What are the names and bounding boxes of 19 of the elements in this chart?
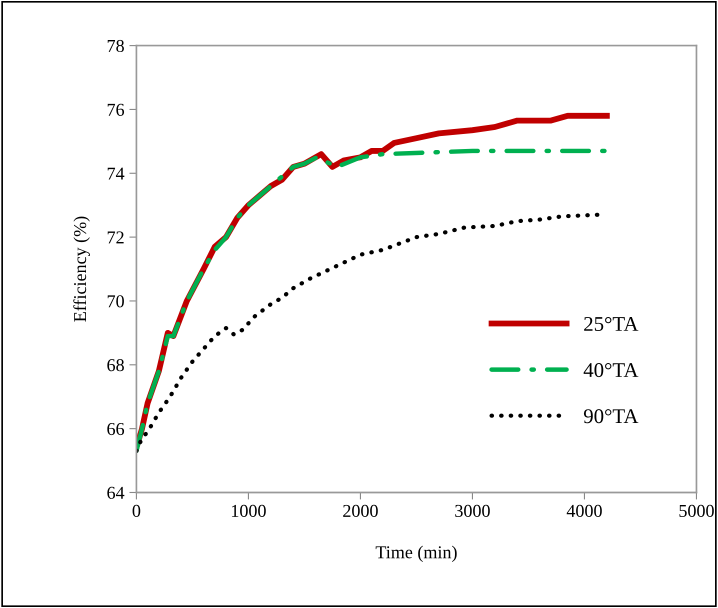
legend-label: 90°TA (584, 409, 638, 424)
x-tick-label: 0 (132, 504, 140, 517)
y-tick-label: 72 (108, 231, 124, 244)
y-tick-label: 68 (107, 359, 124, 372)
y-tick-label: 76 (108, 104, 124, 116)
x-tick-label: 1000 (232, 504, 266, 517)
y-tick-label: 74 (108, 168, 124, 180)
legend-label: 40°TA (584, 363, 638, 378)
y-tick-label: 70 (108, 295, 124, 308)
x-tick-label: 2000 (343, 504, 378, 517)
y-axis-title: Efficiency (%) (73, 216, 90, 322)
x-tick-label: 5000 (679, 504, 714, 517)
x-axis-title: Time (min) (376, 546, 457, 562)
x-tick-label: 3000 (455, 504, 490, 517)
y-tick-label: 78 (108, 40, 124, 52)
y-tick-label: 64 (107, 486, 124, 499)
x-tick-label: 4000 (566, 504, 602, 517)
legend-label: 25°TA (584, 316, 638, 331)
y-tick-label: 66 (107, 422, 124, 436)
